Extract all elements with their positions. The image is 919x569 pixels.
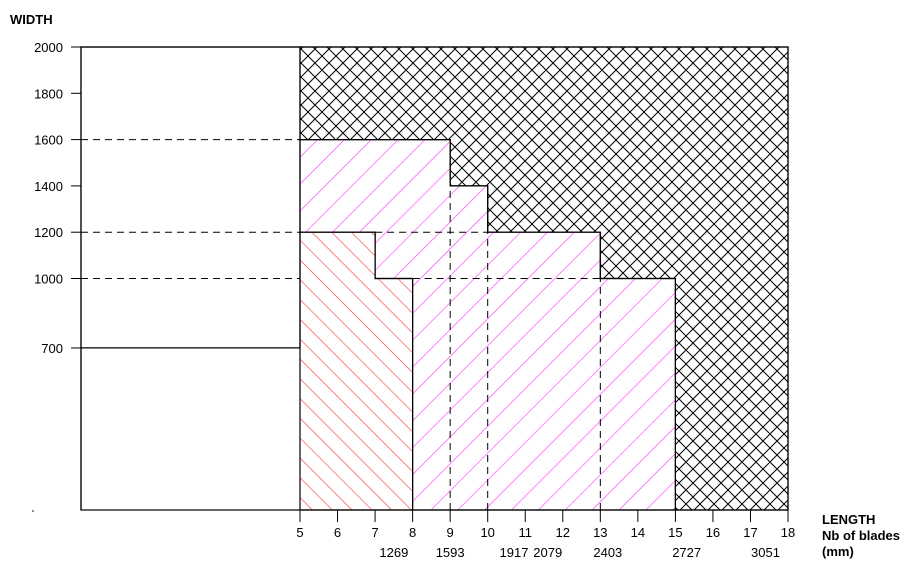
mm-tick-label: 2079 xyxy=(533,545,562,560)
x-tick-label: 7 xyxy=(371,525,378,540)
y-tick-label: 1200 xyxy=(34,225,63,240)
x-tick-labels: 5 6 7 8 9 10 11 12 13 14 15 16 17 18 xyxy=(296,525,795,540)
x-tick-label: 12 xyxy=(556,525,570,540)
mm-tick-label: 3051 xyxy=(751,545,780,560)
x-tick-label: 9 xyxy=(447,525,454,540)
mm-tick-label: 1917 xyxy=(500,545,529,560)
y-tick-label: 1400 xyxy=(34,179,63,194)
x-tick-label: 11 xyxy=(518,525,532,540)
y-tick-label: 2000 xyxy=(34,40,63,55)
x-tick-label: 5 xyxy=(296,525,303,540)
x-axis-title-length: LENGTH xyxy=(822,512,875,527)
y-tick-label: 1600 xyxy=(34,133,63,148)
x-axis-title-mm: (mm) xyxy=(822,544,854,559)
stray-dot xyxy=(32,510,34,512)
plot-frame xyxy=(71,46,789,522)
y-tick-label: 1800 xyxy=(34,86,63,101)
y-tick-label: 700 xyxy=(41,341,63,356)
guides-layer xyxy=(81,139,601,510)
x-tick-label: 15 xyxy=(668,525,682,540)
mm-tick-label: 1593 xyxy=(436,545,465,560)
x-tick-label: 17 xyxy=(743,525,757,540)
x-tick-label: 16 xyxy=(706,525,720,540)
x-tick-label: 10 xyxy=(480,525,494,540)
y-axis-title: WIDTH xyxy=(10,12,53,27)
x-tick-label: 6 xyxy=(334,525,341,540)
x-tick-label: 13 xyxy=(593,525,607,540)
x-tick-label: 8 xyxy=(409,525,416,540)
regions-layer xyxy=(80,46,789,511)
x-tick-label: 14 xyxy=(631,525,645,540)
mm-tick-labels: 1269 1593 1917 2079 2403 2727 3051 xyxy=(379,545,780,560)
x-tick-label: 18 xyxy=(781,525,795,540)
mm-tick-label: 2727 xyxy=(672,545,701,560)
mm-tick-label: 1269 xyxy=(379,545,408,560)
y-tick-labels: 2000 1800 1600 1400 1200 1000 700 xyxy=(34,40,63,356)
y-tick-label: 1000 xyxy=(34,272,63,287)
mm-tick-label: 2403 xyxy=(593,545,622,560)
x-axis-title-blades: Nb of blades xyxy=(822,528,900,543)
